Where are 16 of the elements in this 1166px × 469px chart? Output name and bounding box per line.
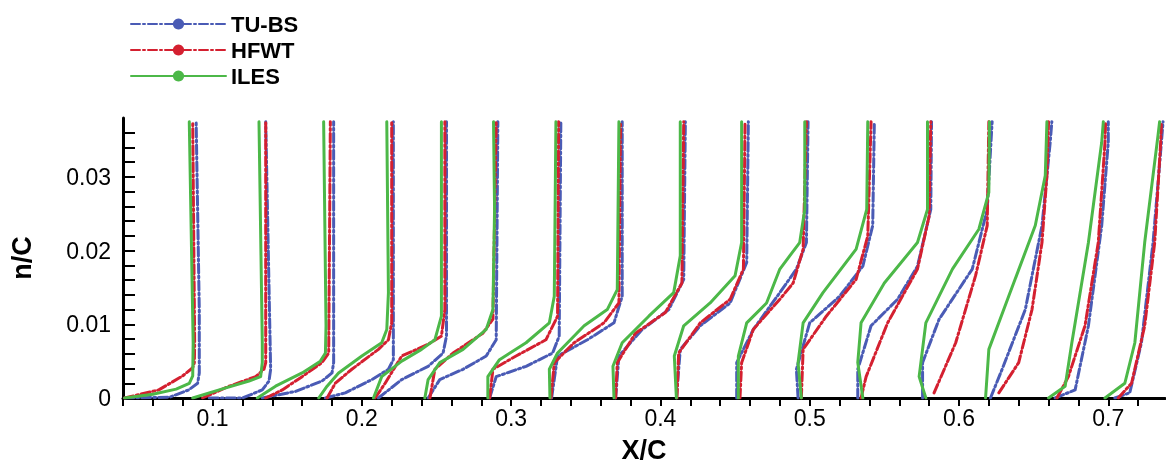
y-tick-label: 0 bbox=[98, 385, 111, 411]
x-tick-label: 0.2 bbox=[345, 404, 378, 431]
y-tick-label: 0.03 bbox=[66, 163, 111, 190]
x-tick-label: 0.7 bbox=[1092, 404, 1125, 431]
legend-label: HFWT bbox=[231, 37, 296, 63]
x-tick-label: 0.4 bbox=[644, 404, 677, 431]
x-tick-label: 0.1 bbox=[196, 404, 229, 431]
y-tick-label: 0.02 bbox=[66, 237, 111, 264]
legend-label: TU-BS bbox=[231, 11, 299, 37]
x-tick-label: 0.3 bbox=[495, 404, 528, 431]
x-axis-title: X/C bbox=[621, 434, 667, 465]
x-tick-label: 0.5 bbox=[793, 404, 826, 431]
y-axis-title: n/C bbox=[6, 236, 37, 280]
y-tick-label: 0.01 bbox=[66, 311, 111, 338]
legend-label: ILES bbox=[231, 63, 280, 89]
x-tick-label: 0.6 bbox=[943, 404, 975, 431]
